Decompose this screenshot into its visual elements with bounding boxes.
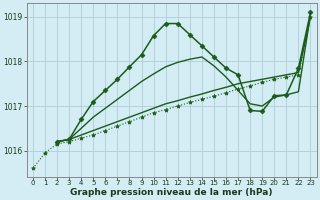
- X-axis label: Graphe pression niveau de la mer (hPa): Graphe pression niveau de la mer (hPa): [70, 188, 273, 197]
